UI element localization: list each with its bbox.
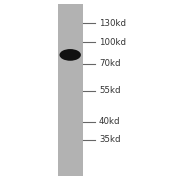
Text: 130kd: 130kd bbox=[99, 19, 126, 28]
Bar bbox=[58, 4, 83, 176]
Text: 100kd: 100kd bbox=[99, 38, 126, 47]
Text: 35kd: 35kd bbox=[99, 135, 120, 144]
Text: 70kd: 70kd bbox=[99, 59, 120, 68]
Text: 55kd: 55kd bbox=[99, 86, 120, 95]
Ellipse shape bbox=[59, 49, 81, 61]
Text: 40kd: 40kd bbox=[99, 117, 120, 126]
